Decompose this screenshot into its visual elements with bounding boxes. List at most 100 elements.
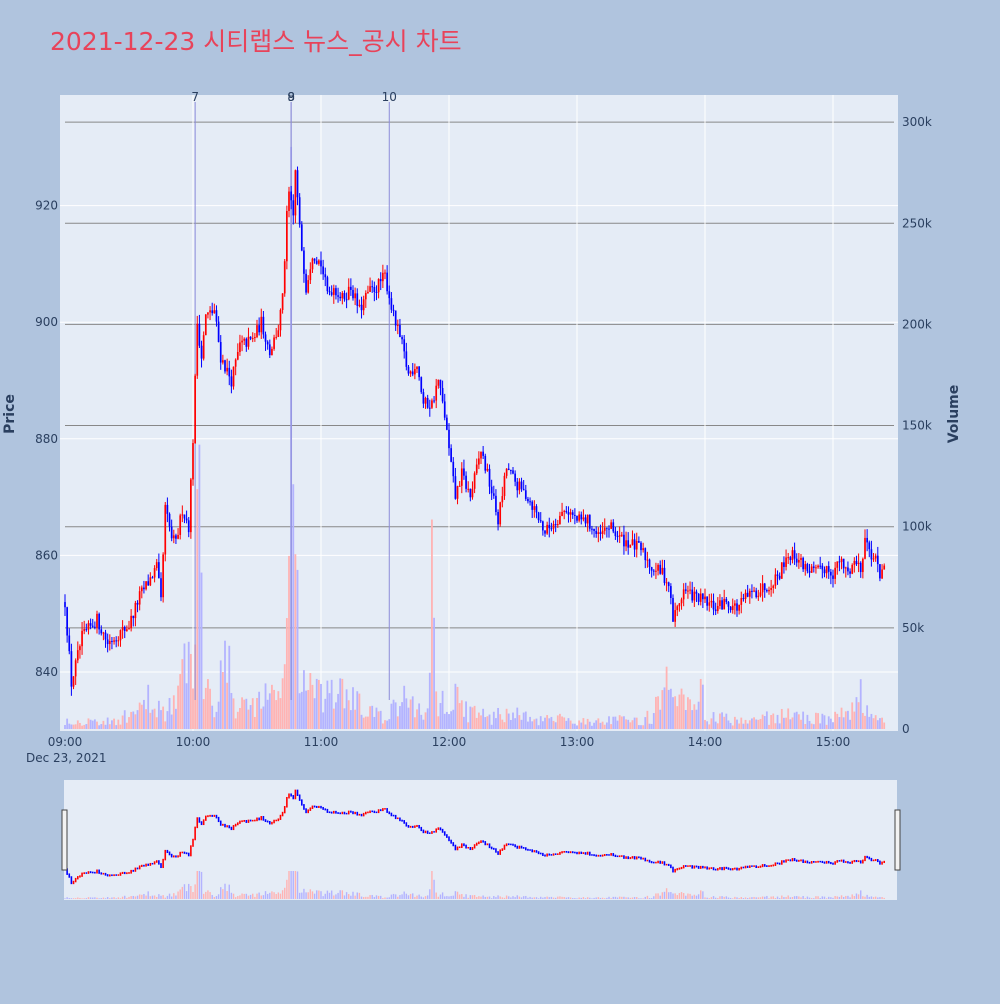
slider-candle (855, 859, 858, 863)
slider-candle (753, 865, 755, 867)
slider-volume-bar (697, 894, 700, 899)
candle-body (569, 512, 572, 515)
volume-bar (567, 718, 570, 729)
slider-candle (599, 854, 602, 857)
slider-volume-bar (394, 894, 397, 899)
slider-volume-bar (860, 890, 862, 899)
volume-tick-label: 250k (902, 216, 932, 230)
slider-candle (766, 865, 768, 867)
volume-bar (70, 724, 73, 729)
candle-body (661, 567, 664, 574)
slider-candle (499, 849, 501, 855)
slider-volume-bar (158, 894, 160, 899)
slider-candle (215, 814, 218, 819)
slider-candle (126, 872, 128, 875)
slider-volume-bar (467, 897, 469, 899)
slider-candle (616, 855, 619, 858)
range-slider-left-handle[interactable] (61, 809, 68, 871)
volume-bar (136, 710, 139, 729)
volume-bar (787, 708, 790, 729)
candle-body (222, 360, 224, 363)
candle-body (740, 598, 743, 605)
volume-bar (785, 717, 787, 729)
volume-bar (232, 698, 235, 729)
candle-body (394, 310, 397, 326)
volume-tick-label: 300k (902, 115, 932, 129)
volume-bar (851, 702, 854, 729)
news-marker-label: 8 (287, 90, 295, 104)
volume-bar (313, 698, 316, 729)
slider-candle (731, 868, 734, 871)
slider-volume-bar (546, 896, 548, 899)
volume-bar (582, 718, 585, 729)
volume-bar (714, 721, 717, 729)
candle-body (367, 291, 369, 294)
slider-volume-bar (292, 871, 294, 899)
slider-candle (655, 861, 657, 864)
slider-candle (420, 826, 423, 832)
volume-bar (249, 705, 252, 729)
candle-body (680, 599, 683, 604)
slider-candle (281, 811, 284, 817)
slider-candle (501, 848, 504, 851)
slider-candle (774, 862, 777, 866)
slider-volume-bar (66, 897, 68, 899)
slider-volume-bar (384, 897, 386, 899)
candle-body (273, 337, 275, 349)
candle-body (149, 577, 152, 586)
candle-body (806, 564, 809, 572)
slider-candle (411, 825, 414, 828)
slider-candle (450, 839, 452, 844)
slider-volume-bar (512, 896, 514, 899)
slider-volume-bar (64, 898, 66, 899)
volume-bar (125, 722, 128, 729)
candle-body (791, 550, 794, 561)
range-slider[interactable] (61, 780, 901, 900)
volume-bar (503, 722, 506, 729)
slider-candle (482, 840, 484, 843)
slider-volume-bar (623, 896, 625, 899)
candle-body (371, 286, 374, 288)
volume-tick-label: 100k (902, 520, 932, 534)
candle-body (192, 443, 194, 480)
candle-body (614, 531, 617, 537)
slider-candle (674, 868, 676, 873)
candle-body (883, 565, 886, 570)
slider-candle (87, 871, 90, 874)
slider-candle (693, 865, 696, 869)
slider-volume-bar (145, 895, 147, 899)
slider-volume-bar (708, 898, 710, 899)
candle-body (874, 555, 877, 559)
slider-volume-bar (305, 892, 307, 899)
slider-candle (661, 861, 664, 864)
volume-bar (72, 724, 75, 729)
candle-body (113, 640, 115, 642)
slider-volume-bar (354, 895, 356, 899)
volume-bar (559, 713, 561, 729)
slider-volume-bar (117, 897, 120, 899)
slider-volume-bar (591, 898, 593, 899)
slider-candle (823, 861, 826, 864)
range-slider-right-handle[interactable] (894, 809, 901, 871)
volume-bar (646, 710, 649, 729)
slider-volume-bar (554, 897, 557, 899)
slider-volume-bar (352, 891, 354, 899)
slider-candle (330, 811, 333, 814)
slider-volume-bar (119, 898, 122, 899)
candle-body (428, 407, 431, 409)
candle-body (256, 325, 258, 338)
slider-candle (170, 853, 173, 858)
slider-candle (813, 860, 815, 863)
slider-candle (320, 805, 322, 809)
slider-candle (403, 820, 405, 824)
volume-bar (375, 707, 378, 729)
slider-candle (313, 805, 316, 808)
slider-volume-bar (380, 895, 382, 899)
slider-volume-bar (115, 898, 117, 899)
slider-candle (725, 866, 728, 869)
slider-candle (147, 863, 149, 866)
slider-volume-bar (808, 897, 811, 899)
price-tick-label: 920 (35, 199, 58, 213)
candle-body (836, 561, 839, 568)
candle-body (143, 587, 145, 590)
